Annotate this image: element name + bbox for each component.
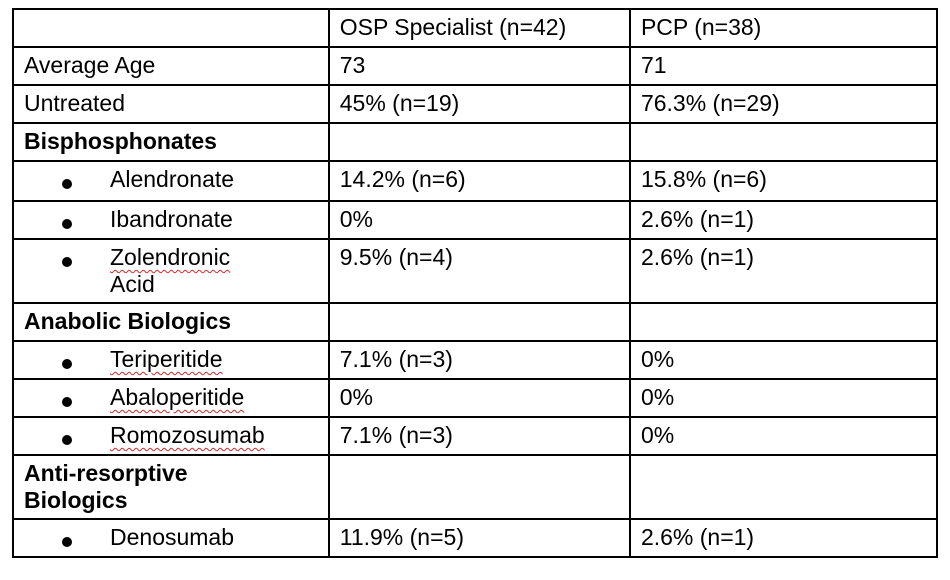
table-section-row: Bisphosphonates (12, 122, 939, 162)
row-label: Untreated (12, 84, 330, 124)
sub-item-cell: Ibandronate (12, 200, 330, 240)
bullet-icon (62, 435, 72, 445)
osp-value: 0% (327, 200, 631, 240)
pcp-value: 2.6% (n=1) (628, 200, 939, 240)
section-label: Anabolic Biologics (12, 302, 330, 342)
pcp-value (628, 302, 939, 342)
osp-value: 7.1% (n=3) (327, 416, 631, 456)
pcp-value: 0% (628, 378, 939, 418)
pcp-value (628, 122, 939, 162)
row-label: Teriperitide (110, 346, 223, 372)
osp-value: 11.9% (n=5) (327, 518, 631, 558)
osp-value: 7.1% (n=3) (327, 340, 631, 380)
section-label-line1: Anti-resorptive (24, 460, 188, 486)
table-section-row: Anti-resorptive Biologics (12, 454, 939, 520)
pcp-value: 0% (628, 340, 939, 380)
header-cell-pcp: PCP (n=38) (628, 8, 939, 48)
osp-value: 9.5% (n=4) (327, 238, 631, 304)
bullet-icon (62, 179, 72, 189)
pcp-value (628, 454, 939, 520)
table-row: Alendronate 14.2% (n=6) 15.8% (n=6) (12, 160, 939, 202)
table-header-row: OSP Specialist (n=42) PCP (n=38) (12, 8, 939, 48)
table-row: Teriperitide 7.1% (n=3) 0% (12, 340, 939, 380)
table-row: Zolendronic Acid 9.5% (n=4) 2.6% (n=1) (12, 238, 939, 304)
osp-value: 0% (327, 378, 631, 418)
osp-value (327, 122, 631, 162)
header-cell-osp: OSP Specialist (n=42) (327, 8, 631, 48)
row-label: Romozosumab (110, 422, 265, 448)
table-row: Untreated 45% (n=19) 76.3% (n=29) (12, 84, 939, 124)
table-row: Ibandronate 0% 2.6% (n=1) (12, 200, 939, 240)
row-label-line1: Zolendronic (110, 244, 231, 270)
osp-value: 14.2% (n=6) (327, 160, 631, 202)
section-label: Bisphosphonates (12, 122, 330, 162)
sub-item-cell: Abaloperitide (12, 378, 330, 418)
sub-item-cell: Zolendronic Acid (12, 238, 330, 304)
table-row: Denosumab 11.9% (n=5) 2.6% (n=1) (12, 518, 939, 558)
sub-item-cell: Alendronate (12, 160, 330, 202)
pcp-value: 15.8% (n=6) (628, 160, 939, 202)
osp-value (327, 454, 631, 520)
row-label: Denosumab (110, 524, 235, 550)
pcp-value: 2.6% (n=1) (628, 518, 939, 558)
row-label: Ibandronate (110, 206, 233, 232)
bullet-icon (62, 397, 72, 407)
table-row: Average Age 73 71 (12, 46, 939, 86)
row-label: Abaloperitide (110, 384, 245, 410)
pcp-value: 2.6% (n=1) (628, 238, 939, 304)
header-cell-blank (12, 8, 330, 48)
section-label-line2: Biologics (24, 487, 128, 513)
osp-value (327, 302, 631, 342)
bullet-icon (62, 257, 72, 267)
table-row: Abaloperitide 0% 0% (12, 378, 939, 418)
bullet-icon (62, 537, 72, 547)
sub-item-cell: Denosumab (12, 518, 330, 558)
sub-item-cell: Romozosumab (12, 416, 330, 456)
pcp-value: 76.3% (n=29) (628, 84, 939, 124)
osp-value: 45% (n=19) (327, 84, 631, 124)
comparison-table: OSP Specialist (n=42) PCP (n=38) Average… (12, 8, 939, 558)
osp-value: 73 (327, 46, 631, 86)
table-section-row: Anabolic Biologics (12, 302, 939, 342)
sub-item-cell: Teriperitide (12, 340, 330, 380)
bullet-icon (62, 219, 72, 229)
bullet-icon (62, 359, 72, 369)
section-label: Anti-resorptive Biologics (12, 454, 330, 520)
table-row: Romozosumab 7.1% (n=3) 0% (12, 416, 939, 456)
row-label: Alendronate (110, 166, 235, 192)
row-label-line2: Acid (110, 271, 155, 297)
row-label: Average Age (12, 46, 330, 86)
pcp-value: 0% (628, 416, 939, 456)
pcp-value: 71 (628, 46, 939, 86)
